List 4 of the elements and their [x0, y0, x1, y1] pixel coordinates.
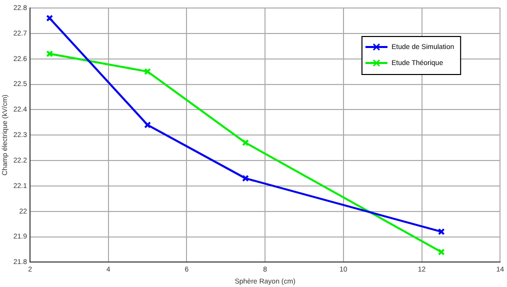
- point: [242, 174, 249, 182]
- point: [242, 139, 249, 146]
- point: [144, 68, 152, 76]
- point: [144, 121, 152, 128]
